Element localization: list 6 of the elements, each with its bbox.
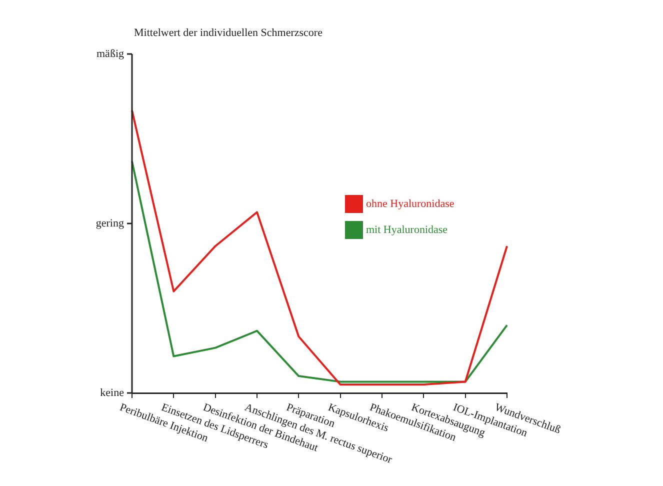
text: mäßig — [96, 48, 124, 60]
legend-label: mit Hyaluronidase — [366, 224, 448, 236]
chart-title: Mittelwert der individuellen Schmerzscore — [134, 27, 323, 39]
text: gering — [96, 217, 124, 230]
text: keine — [100, 386, 124, 399]
legend-label: ohne Hyaluronidase — [366, 198, 454, 210]
